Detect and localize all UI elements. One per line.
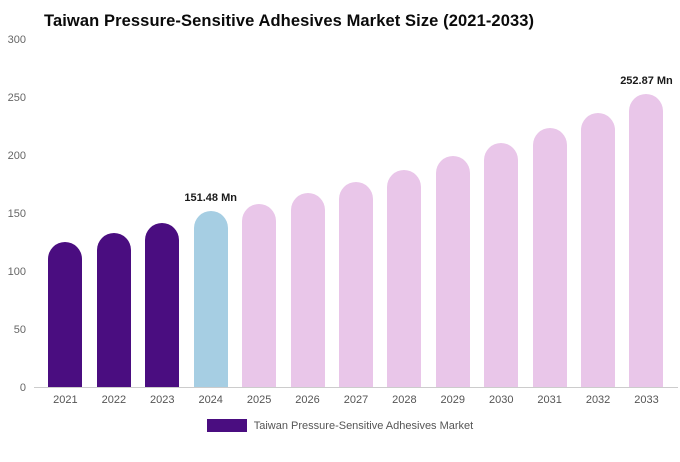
x-axis-label: 2027 [343, 394, 369, 406]
bar [48, 242, 83, 387]
bar-column: 2027 [338, 40, 373, 406]
x-axis-label: 2030 [488, 394, 514, 406]
legend-label: Taiwan Pressure-Sensitive Adhesives Mark… [253, 419, 474, 432]
x-axis-label: 2025 [246, 394, 272, 406]
bar [532, 128, 567, 387]
bar-column: 2026 [290, 40, 325, 406]
x-axis-label: 2026 [295, 394, 320, 406]
bar-column: 252.87 Mn 2033 [620, 40, 673, 406]
x-axis-label: 2023 [150, 394, 175, 406]
bar [387, 170, 422, 387]
x-axis-label: 2032 [585, 394, 611, 406]
bar [484, 143, 519, 387]
bar-column: 2028 [387, 40, 422, 406]
legend-swatch [206, 419, 247, 432]
bar-column: 2030 [484, 40, 519, 406]
bar [435, 156, 470, 387]
x-axis-label: 2031 [537, 394, 562, 406]
plot-area: 2021 2022 2023 151.48 Mn 2024 2025 2026 2027 202… [34, 40, 678, 406]
bar-value-label: 252.87 Mn [620, 74, 673, 87]
legend: Taiwan Pressure-Sensitive Adhesives Mark… [0, 419, 680, 432]
bar-column: 2023 [145, 40, 180, 406]
bar-chart: 0 50 100 150 200 250 300 2021 2022 2023 151.48 Mn… [4, 34, 678, 406]
bar-column: 2025 [242, 40, 277, 406]
y-tick-label: 250 [7, 92, 26, 104]
bar-column: 2029 [435, 40, 470, 406]
y-tick-label: 200 [7, 150, 26, 162]
bar [193, 211, 228, 387]
x-axis-label: 2033 [634, 394, 659, 406]
x-axis-label: 2022 [101, 394, 127, 406]
bar-column: 2022 [96, 40, 131, 406]
x-axis-label: 2028 [392, 394, 417, 406]
y-axis: 0 50 100 150 200 250 300 [4, 34, 30, 394]
y-tick-label: 150 [7, 208, 26, 220]
bar-column: 151.48 Mn 2024 [184, 40, 237, 406]
bar [338, 181, 373, 387]
y-tick-label: 0 [19, 382, 26, 394]
bar [96, 232, 131, 387]
bar [629, 93, 664, 387]
x-axis-label: 2029 [440, 394, 466, 406]
bar-column: 2031 [532, 40, 567, 406]
chart-title: Taiwan Pressure-Sensitive Adhesives Mark… [44, 12, 535, 30]
y-tick-label: 300 [7, 34, 26, 46]
x-axis-label: 2021 [53, 394, 78, 406]
x-axis-label: 2024 [198, 394, 223, 406]
y-tick-label: 50 [13, 324, 26, 336]
bar [581, 113, 616, 387]
bar-column: 2032 [581, 40, 616, 406]
bar [290, 193, 325, 387]
y-tick-label: 100 [7, 266, 26, 278]
bar [242, 203, 277, 387]
bar [145, 223, 180, 387]
bar-value-label: 151.48 Mn [184, 192, 237, 205]
bar-column: 2021 [48, 40, 83, 406]
